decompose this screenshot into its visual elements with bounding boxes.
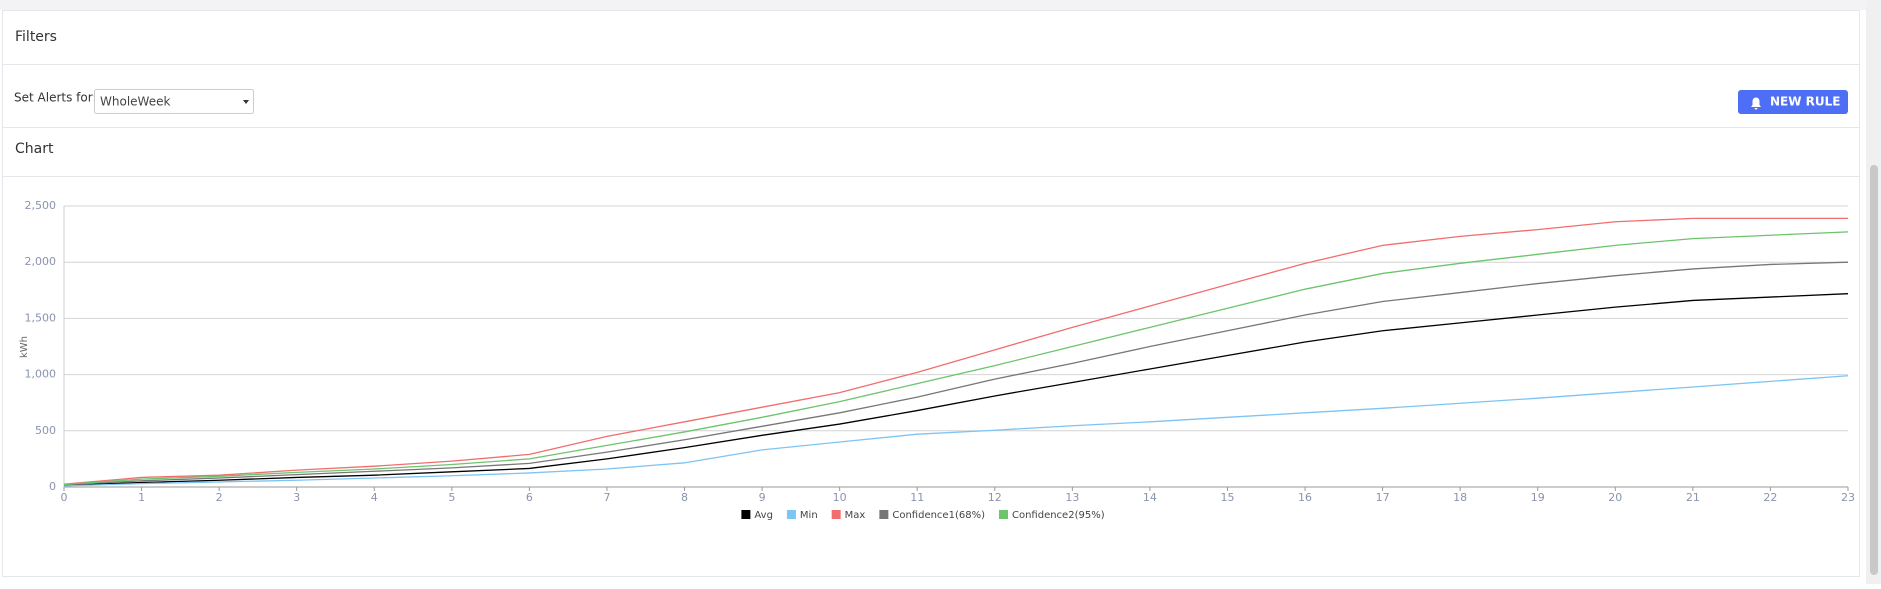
x-tick-label: 2 [216,491,223,504]
x-tick-label: 9 [759,491,766,504]
legend-swatch [741,510,751,519]
series-line [63,375,1849,487]
legend-swatch [786,510,796,519]
x-tick-label: 18 [1453,491,1467,504]
x-tick-label: 22 [1763,491,1777,504]
legend-swatch [879,510,889,519]
filters-title: Filters [15,29,57,45]
y-axis-label: kWh [19,336,30,358]
x-tick-label: 5 [448,491,455,504]
x-tick-label: 7 [603,491,610,504]
x-tick-label: 20 [1608,491,1622,504]
new-rule-button[interactable] [1738,90,1848,114]
x-tick-label: 17 [1376,491,1390,504]
x-tick-label: 12 [988,491,1002,504]
x-tick-label: 19 [1531,491,1545,504]
alerts-label: Set Alerts for: [14,91,96,105]
chart-title: Chart [15,141,54,157]
select-value: WholeWeek [100,95,170,109]
legend-swatch [831,510,841,519]
button-label: NEW RULE [1770,95,1840,109]
bell-icon [1751,97,1761,110]
legend-swatch [998,510,1008,519]
x-tick-label: 0 [61,491,68,504]
select-caret [243,100,249,104]
x-tick-label: 6 [526,491,533,504]
x-tick-label: 21 [1686,491,1700,504]
top-strip [0,0,1881,10]
y-tick-label: 1,000 [25,368,57,381]
x-tick-label: 23 [1841,491,1855,504]
y-tick-label: 2,000 [25,255,57,268]
series-line [63,217,1848,485]
series-line [63,293,1849,486]
x-tick-label: 4 [371,491,378,504]
y-tick-label: 1,500 [25,311,57,324]
series-line [63,261,1849,486]
scrollbar-thumb[interactable] [1870,165,1878,575]
y-tick-label: 2,500 [25,199,57,212]
x-tick-label: 16 [1298,491,1312,504]
legend: Avg Min Max Confidence1(68%) Confidence2(95%… [741,510,1105,521]
legend-label: Avg [754,510,773,521]
x-tick-label: 11 [910,491,924,504]
x-tick-label: 3 [293,491,300,504]
x-tick-label: 14 [1143,491,1157,504]
x-tick-label: 8 [681,491,688,504]
y-tick-label: 500 [35,424,56,437]
x-tick-label: 10 [833,491,847,504]
x-tick-label: 1 [138,491,145,504]
legend-label: Confidence1(68%) [892,510,985,521]
y-tick-label: 0 [49,480,56,493]
panel [2,10,1860,577]
select[interactable] [94,89,254,114]
legend-label: Max [845,510,866,521]
x-tick-label: 15 [1220,491,1234,504]
x-tick-label: 13 [1065,491,1079,504]
series-line [63,231,1849,486]
legend-label: Min [800,510,818,521]
legend-label: Confidence2(95%) [1012,510,1105,521]
